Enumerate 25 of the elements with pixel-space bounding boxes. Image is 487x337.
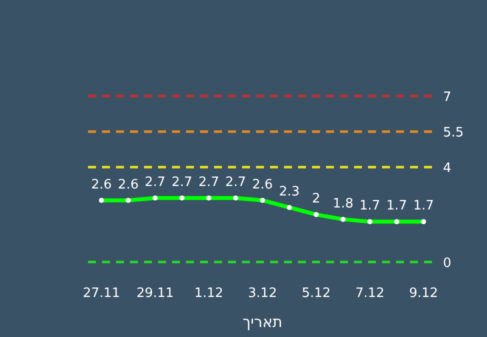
data-label: 1.7 — [386, 198, 408, 214]
data-label: 1.7 — [413, 198, 434, 214]
ref-line-label: 5.5 — [443, 126, 464, 141]
x-tick-label: 7.12 — [355, 286, 384, 301]
data-label: 2.6 — [252, 177, 273, 192]
x-tick-label: 27.11 — [82, 286, 120, 301]
data-label: 2.6 — [91, 177, 112, 192]
x-axis-title: תאריך — [242, 313, 282, 331]
x-tick-label: 1.12 — [194, 286, 224, 301]
data-label: 2.6 — [118, 177, 139, 192]
x-tick-label: 3.12 — [248, 286, 277, 301]
x-tick-label: 29.11 — [136, 286, 174, 301]
data-label: 2.7 — [225, 174, 246, 190]
data-label: 1.7 — [360, 198, 380, 214]
data-label: 2 — [312, 192, 320, 207]
data-label: 1.8 — [332, 196, 354, 212]
x-tick-label: 9.12 — [409, 286, 438, 301]
ref-line-label: 7 — [443, 90, 452, 105]
data-label: 2.3 — [279, 184, 300, 200]
x-tick-label: 5.12 — [302, 286, 331, 301]
ref-line-label: 0 — [443, 256, 452, 271]
data-label: 2.7 — [198, 174, 220, 190]
data-label: 2.7 — [172, 174, 192, 190]
data-label: 2.7 — [144, 174, 166, 190]
ref-line-label: 4 — [443, 161, 452, 176]
